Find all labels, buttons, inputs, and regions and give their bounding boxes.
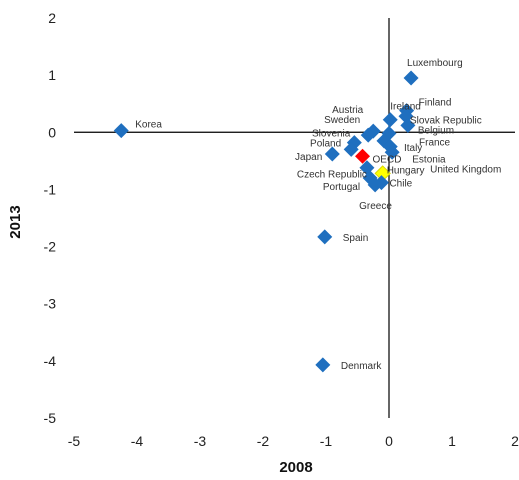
x-tick-label: -4 [131,433,144,449]
point-label: Portugal [323,182,360,193]
point-marker [403,70,419,86]
point-label: Korea [135,120,162,131]
point-label: Italy [404,143,422,154]
point-label: Austria [332,105,364,116]
y-tick-labels: -5 -4 -3 -2 -1 0 1 2 [44,10,57,426]
x-tick-label: -5 [68,433,81,449]
axes [74,18,515,418]
y-tick-label: -5 [44,410,57,426]
x-tick-label: -2 [257,433,270,449]
y-tick-label: 0 [48,124,56,140]
y-tick-label: -4 [44,353,57,369]
point-marker [355,148,371,164]
x-tick-labels: -5 -4 -3 -2 -1 0 1 2 [68,433,519,449]
y-tick-label: -3 [44,296,57,312]
point-label: Denmark [341,361,383,372]
x-tick-label: 0 [385,433,393,449]
y-tick-label: 2 [48,10,56,26]
point-label: Estonia [412,155,446,166]
y-axis-title: 2013 [7,205,24,238]
point-marker [324,146,340,162]
data-points [113,70,419,373]
point-label: Slovenia [312,129,351,140]
point-label: Japan [295,152,322,163]
point-marker [384,144,400,160]
point-marker [367,177,383,193]
point-label: Czech Republic [297,170,367,181]
x-tick-label: -3 [194,433,207,449]
point-label: Ireland [390,102,421,113]
point-label: France [419,137,451,148]
point-label: Chile [389,179,412,190]
point-label: Greece [359,201,392,212]
y-tick-label: -1 [44,181,57,197]
y-tick-label: 1 [48,67,56,83]
point-label: Luxembourg [407,58,463,69]
point-label: Poland [310,138,341,149]
point-marker [400,117,416,133]
point-marker [343,141,359,157]
x-tick-label: 1 [448,433,456,449]
point-marker [315,357,331,373]
point-label: Belgium [418,125,454,136]
point-label: OECD [373,154,402,165]
x-tick-label: 2 [511,433,519,449]
point-label: Sweden [324,115,360,126]
x-axis-title: 2008 [279,459,312,476]
point-marker [360,127,376,143]
y-tick-label: -2 [44,239,57,255]
point-label: Finland [419,98,452,109]
point-marker [113,123,129,139]
point-label: Slovak Republic [410,115,482,126]
x-tick-label: -1 [320,433,333,449]
point-marker [382,112,398,128]
point-label: United Kingdom [430,164,501,175]
point-label: Spain [343,233,369,244]
point-label: Hungary [387,165,425,176]
point-marker [317,229,333,245]
